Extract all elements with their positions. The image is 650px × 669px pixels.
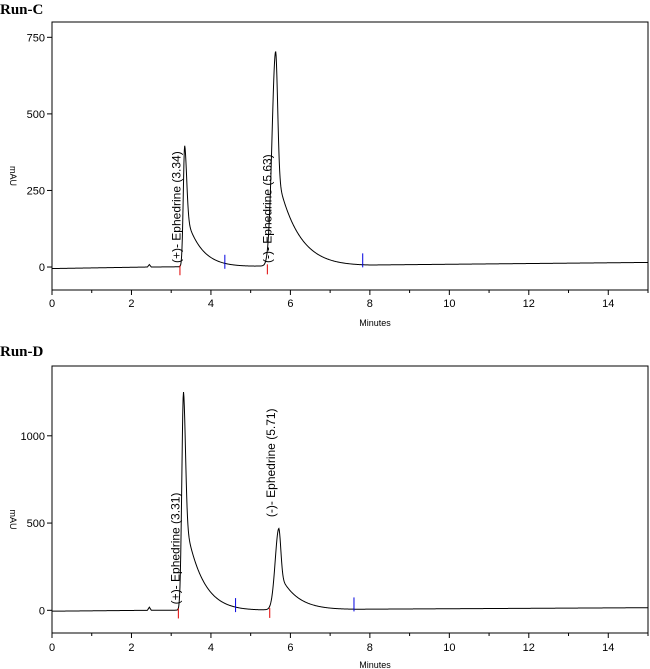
y-tick-label: 750 — [27, 32, 45, 44]
x-tick-label: 12 — [523, 298, 535, 310]
x-tick-label: 6 — [287, 642, 293, 654]
peak-label: (+)- Ephedrine (3.31) — [169, 493, 183, 605]
x-tick-label: 10 — [443, 642, 455, 654]
peak-label: (-)- Ephedrine (5.63) — [261, 154, 275, 263]
x-tick-label: 0 — [49, 298, 55, 310]
x-tick-label: 6 — [287, 298, 293, 310]
x-tick-label: 2 — [128, 298, 134, 310]
x-tick-label: 0 — [49, 642, 55, 654]
run-title: Run-C — [0, 2, 43, 18]
peak-label: (+)- Ephedrine (3.34) — [170, 151, 184, 263]
x-axis-label: Minutes — [359, 660, 391, 669]
y-tick-label: 500 — [27, 109, 45, 121]
x-tick-label: 12 — [523, 642, 535, 654]
x-tick-label: 8 — [367, 642, 373, 654]
y-tick-label: 1000 — [21, 431, 45, 443]
plot-frame — [51, 365, 649, 634]
x-tick-label: 8 — [367, 298, 373, 310]
peak-label: (-)- Ephedrine (5.71) — [264, 408, 278, 517]
x-tick-label: 10 — [443, 298, 455, 310]
y-tick-label: 0 — [39, 605, 45, 617]
y-tick-label: 0 — [39, 262, 45, 274]
signal-trace — [51, 51, 649, 270]
signal-trace — [51, 391, 648, 612]
y-axis-label: mAU — [8, 510, 18, 530]
x-tick-label: 4 — [208, 298, 214, 310]
y-tick-label: 250 — [27, 185, 45, 197]
x-axis-label: Minutes — [359, 318, 391, 328]
x-tick-label: 14 — [602, 298, 614, 310]
y-tick-label: 500 — [27, 518, 45, 530]
x-tick-label: 4 — [208, 642, 214, 654]
run-title: Run-D — [0, 344, 44, 360]
y-axis-label: mAU — [8, 166, 18, 186]
x-tick-label: 2 — [128, 642, 134, 654]
plot-frame — [51, 21, 649, 291]
x-tick-label: 14 — [602, 642, 614, 654]
